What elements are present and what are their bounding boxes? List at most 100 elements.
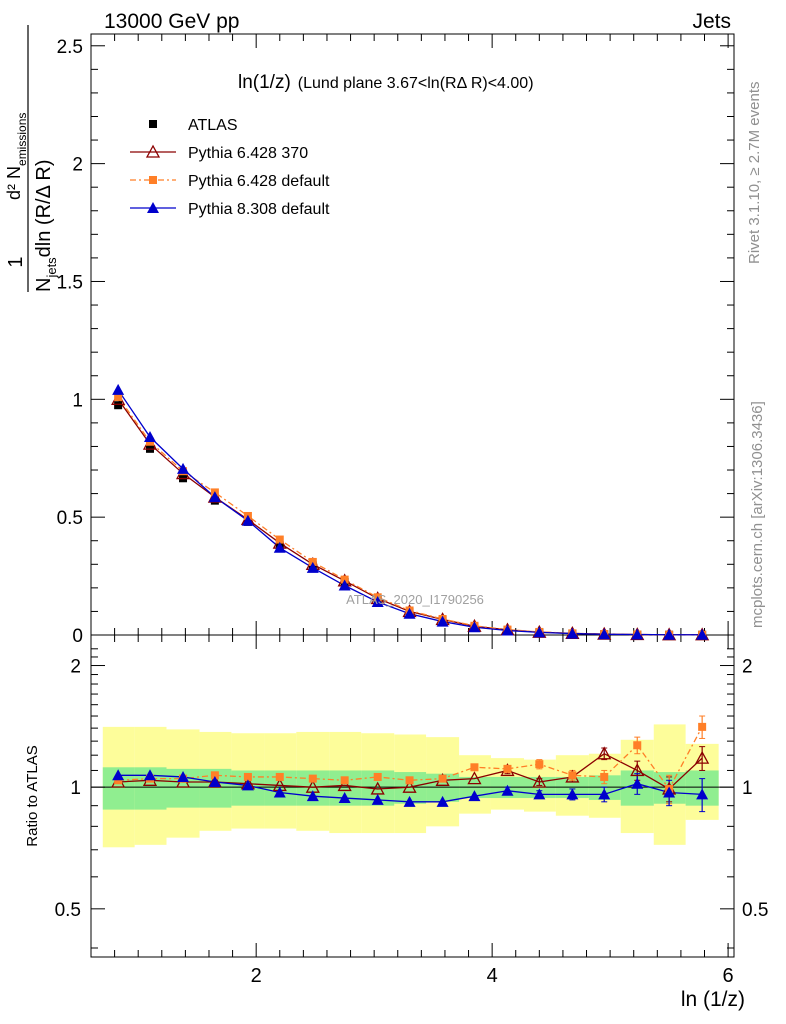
ratio-y-tick-label: 2 — [70, 657, 81, 678]
ratio-y-axis-label: Ratio to ATLAS — [24, 745, 41, 846]
legend-marker — [145, 144, 161, 158]
data-point-pythia-8-308-default — [273, 541, 286, 553]
legend-marker — [149, 120, 157, 128]
ratio-y-tick-label-right: 1 — [742, 778, 753, 799]
data-point-pythia-8-308-default — [208, 491, 221, 503]
ratio-point-pythia-8-308-default — [598, 788, 611, 800]
header-right-title: Jets — [692, 10, 731, 33]
ylabel-num-d: d² N — [4, 166, 24, 200]
x-axis-label: ln (1/z) — [681, 988, 745, 1011]
mcplots-label: mcplots.cern.ch [arXiv:1306.3436] — [749, 401, 766, 628]
main-axis-ticks: 0 0.5 1 1.5 2 2.5 — [57, 34, 734, 647]
ratio-point-pythia-6-428-default — [698, 722, 707, 731]
ratio-point-pythia-6-428-default — [438, 774, 447, 783]
ratio-y-tick-label-right: 2 — [742, 657, 753, 678]
ratio-point-pythia-6-428-default — [535, 760, 544, 769]
data-point-pythia-8-308-default — [403, 607, 416, 619]
ratio-y-tick-label: 1 — [70, 778, 81, 799]
ratio-point-pythia-8-308-default — [143, 769, 156, 781]
data-point-pythia-8-308-default — [533, 626, 546, 638]
ratio-point-pythia-6-428-370 — [695, 750, 710, 764]
ratio-point-pythia-8-308-default — [177, 770, 190, 782]
header-left-title: 13000 GeV pp — [104, 10, 239, 33]
data-point-pythia-8-308-default — [663, 628, 676, 640]
legend-label: ATLAS — [188, 117, 238, 134]
ylabel-denominator: Njetsdln (R/Δ R) — [33, 159, 59, 292]
ratio-point-pythia-6-428-default — [275, 772, 284, 781]
data-point-pythia-8-308-default — [696, 628, 709, 640]
data-point-pythia-8-308-default — [501, 624, 514, 636]
plot-title: ln(1/z) (Lund plane 3.67<ln(RΔ R)<4.00) — [238, 72, 534, 93]
ylabel-num-sub: emissions — [15, 113, 29, 166]
ratio-point-pythia-6-428-370 — [337, 778, 352, 792]
legend-label: Pythia 6.428 370 — [188, 145, 308, 162]
ratio-point-pythia-6-428-default — [633, 741, 642, 750]
data-point-pythia-6-428-default — [114, 392, 123, 401]
main-y-tick-label: 2.5 — [57, 37, 83, 58]
x-tick-label: 4 — [487, 965, 498, 987]
ylabel-one: 1 — [5, 256, 27, 267]
ratio-point-pythia-6-428-default — [405, 776, 414, 785]
main-plot-series — [111, 383, 710, 641]
data-point-pythia-8-308-default — [143, 431, 156, 443]
data-point-pythia-6-428-default — [275, 535, 284, 544]
ratio-y-tick-label-right: 0.5 — [742, 900, 768, 921]
data-point-atlas — [114, 401, 123, 410]
ratio-point-pythia-6-428-default — [470, 763, 479, 772]
ratio-point-pythia-6-428-default — [210, 771, 219, 780]
data-point-pythia-8-308-default — [598, 628, 611, 640]
main-y-tick-label: 2 — [72, 155, 83, 176]
ratio-point-pythia-8-308-default — [403, 795, 416, 807]
ratio-point-pythia-6-428-370 — [630, 763, 645, 777]
legend-label: Pythia 8.308 default — [188, 201, 330, 218]
ratio-point-pythia-8-308-default — [696, 788, 709, 800]
ratio-point-pythia-6-428-370 — [402, 779, 417, 793]
ratio-point-pythia-8-308-default — [306, 790, 319, 802]
ratio-point-pythia-8-308-default — [631, 777, 644, 789]
legend-marker — [149, 176, 157, 184]
ratio-point-pythia-6-428-default — [600, 772, 609, 781]
legend: ATLAS Pythia 6.428 370 Pythia 6.428 defaul… — [130, 117, 330, 218]
data-point-pythia-8-308-default — [436, 615, 449, 627]
data-point-pythia-8-308-default — [112, 383, 125, 395]
rivet-version-label: Rivet 3.1.10, ≥ 2.7M events — [746, 82, 763, 265]
ratio-point-pythia-8-308-default — [208, 775, 221, 787]
ratio-point-pythia-8-308-default — [273, 786, 286, 798]
analysis-watermark: ATLAS_2020_I1790256 — [346, 592, 484, 607]
plot-title-detail: (Lund plane 3.67<ln(RΔ R)<4.00) — [298, 75, 534, 92]
ratio-point-pythia-6-428-default — [340, 776, 349, 785]
ratio-axis-ticks: 0.5 0.5 1 1 2 2 2 4 6 — [55, 635, 768, 987]
data-point-pythia-8-308-default — [241, 514, 254, 526]
main-y-axis-label: 1 Njetsdln (R/Δ R) d² Nemissions — [4, 25, 59, 292]
data-point-pythia-8-308-default — [468, 621, 481, 633]
data-point-pythia-8-308-default — [177, 462, 190, 474]
ratio-point-pythia-6-428-370 — [532, 774, 547, 788]
ratio-uncertainty-bands — [102, 724, 719, 848]
ylabel-numerator: d² Nemissions — [4, 113, 29, 200]
ratio-point-pythia-8-308-default — [468, 790, 481, 802]
ratio-point-pythia-8-308-default — [566, 788, 579, 800]
ratio-point-pythia-8-308-default — [112, 769, 125, 781]
ratio-point-pythia-8-308-default — [533, 788, 546, 800]
legend-label: Pythia 6.428 default — [188, 173, 330, 190]
plot-title-main: ln(1/z) — [238, 72, 291, 93]
main-y-tick-label: 0 — [72, 626, 83, 647]
ylabel-den-n: N — [33, 278, 55, 292]
ratio-point-pythia-8-308-default — [371, 793, 384, 805]
data-point-pythia-8-308-default — [306, 561, 319, 573]
ratio-point-pythia-6-428-default — [308, 774, 317, 783]
main-y-tick-label: 1.5 — [57, 272, 83, 293]
ratio-point-pythia-8-308-default — [338, 792, 351, 804]
ratio-point-pythia-8-308-default — [501, 784, 514, 796]
ratio-point-pythia-6-428-370 — [597, 746, 612, 760]
legend-marker — [147, 202, 159, 213]
ratio-point-pythia-6-428-default — [503, 764, 512, 773]
ratio-point-pythia-8-308-default — [241, 779, 254, 791]
ylabel-den-rest: dln (R/Δ R) — [33, 159, 55, 257]
data-point-pythia-8-308-default — [566, 627, 579, 639]
ratio-point-pythia-6-428-default — [373, 772, 382, 781]
main-y-tick-label: 0.5 — [57, 508, 83, 529]
ratio-y-tick-label: 0.5 — [55, 900, 81, 921]
data-point-pythia-8-308-default — [338, 579, 351, 591]
